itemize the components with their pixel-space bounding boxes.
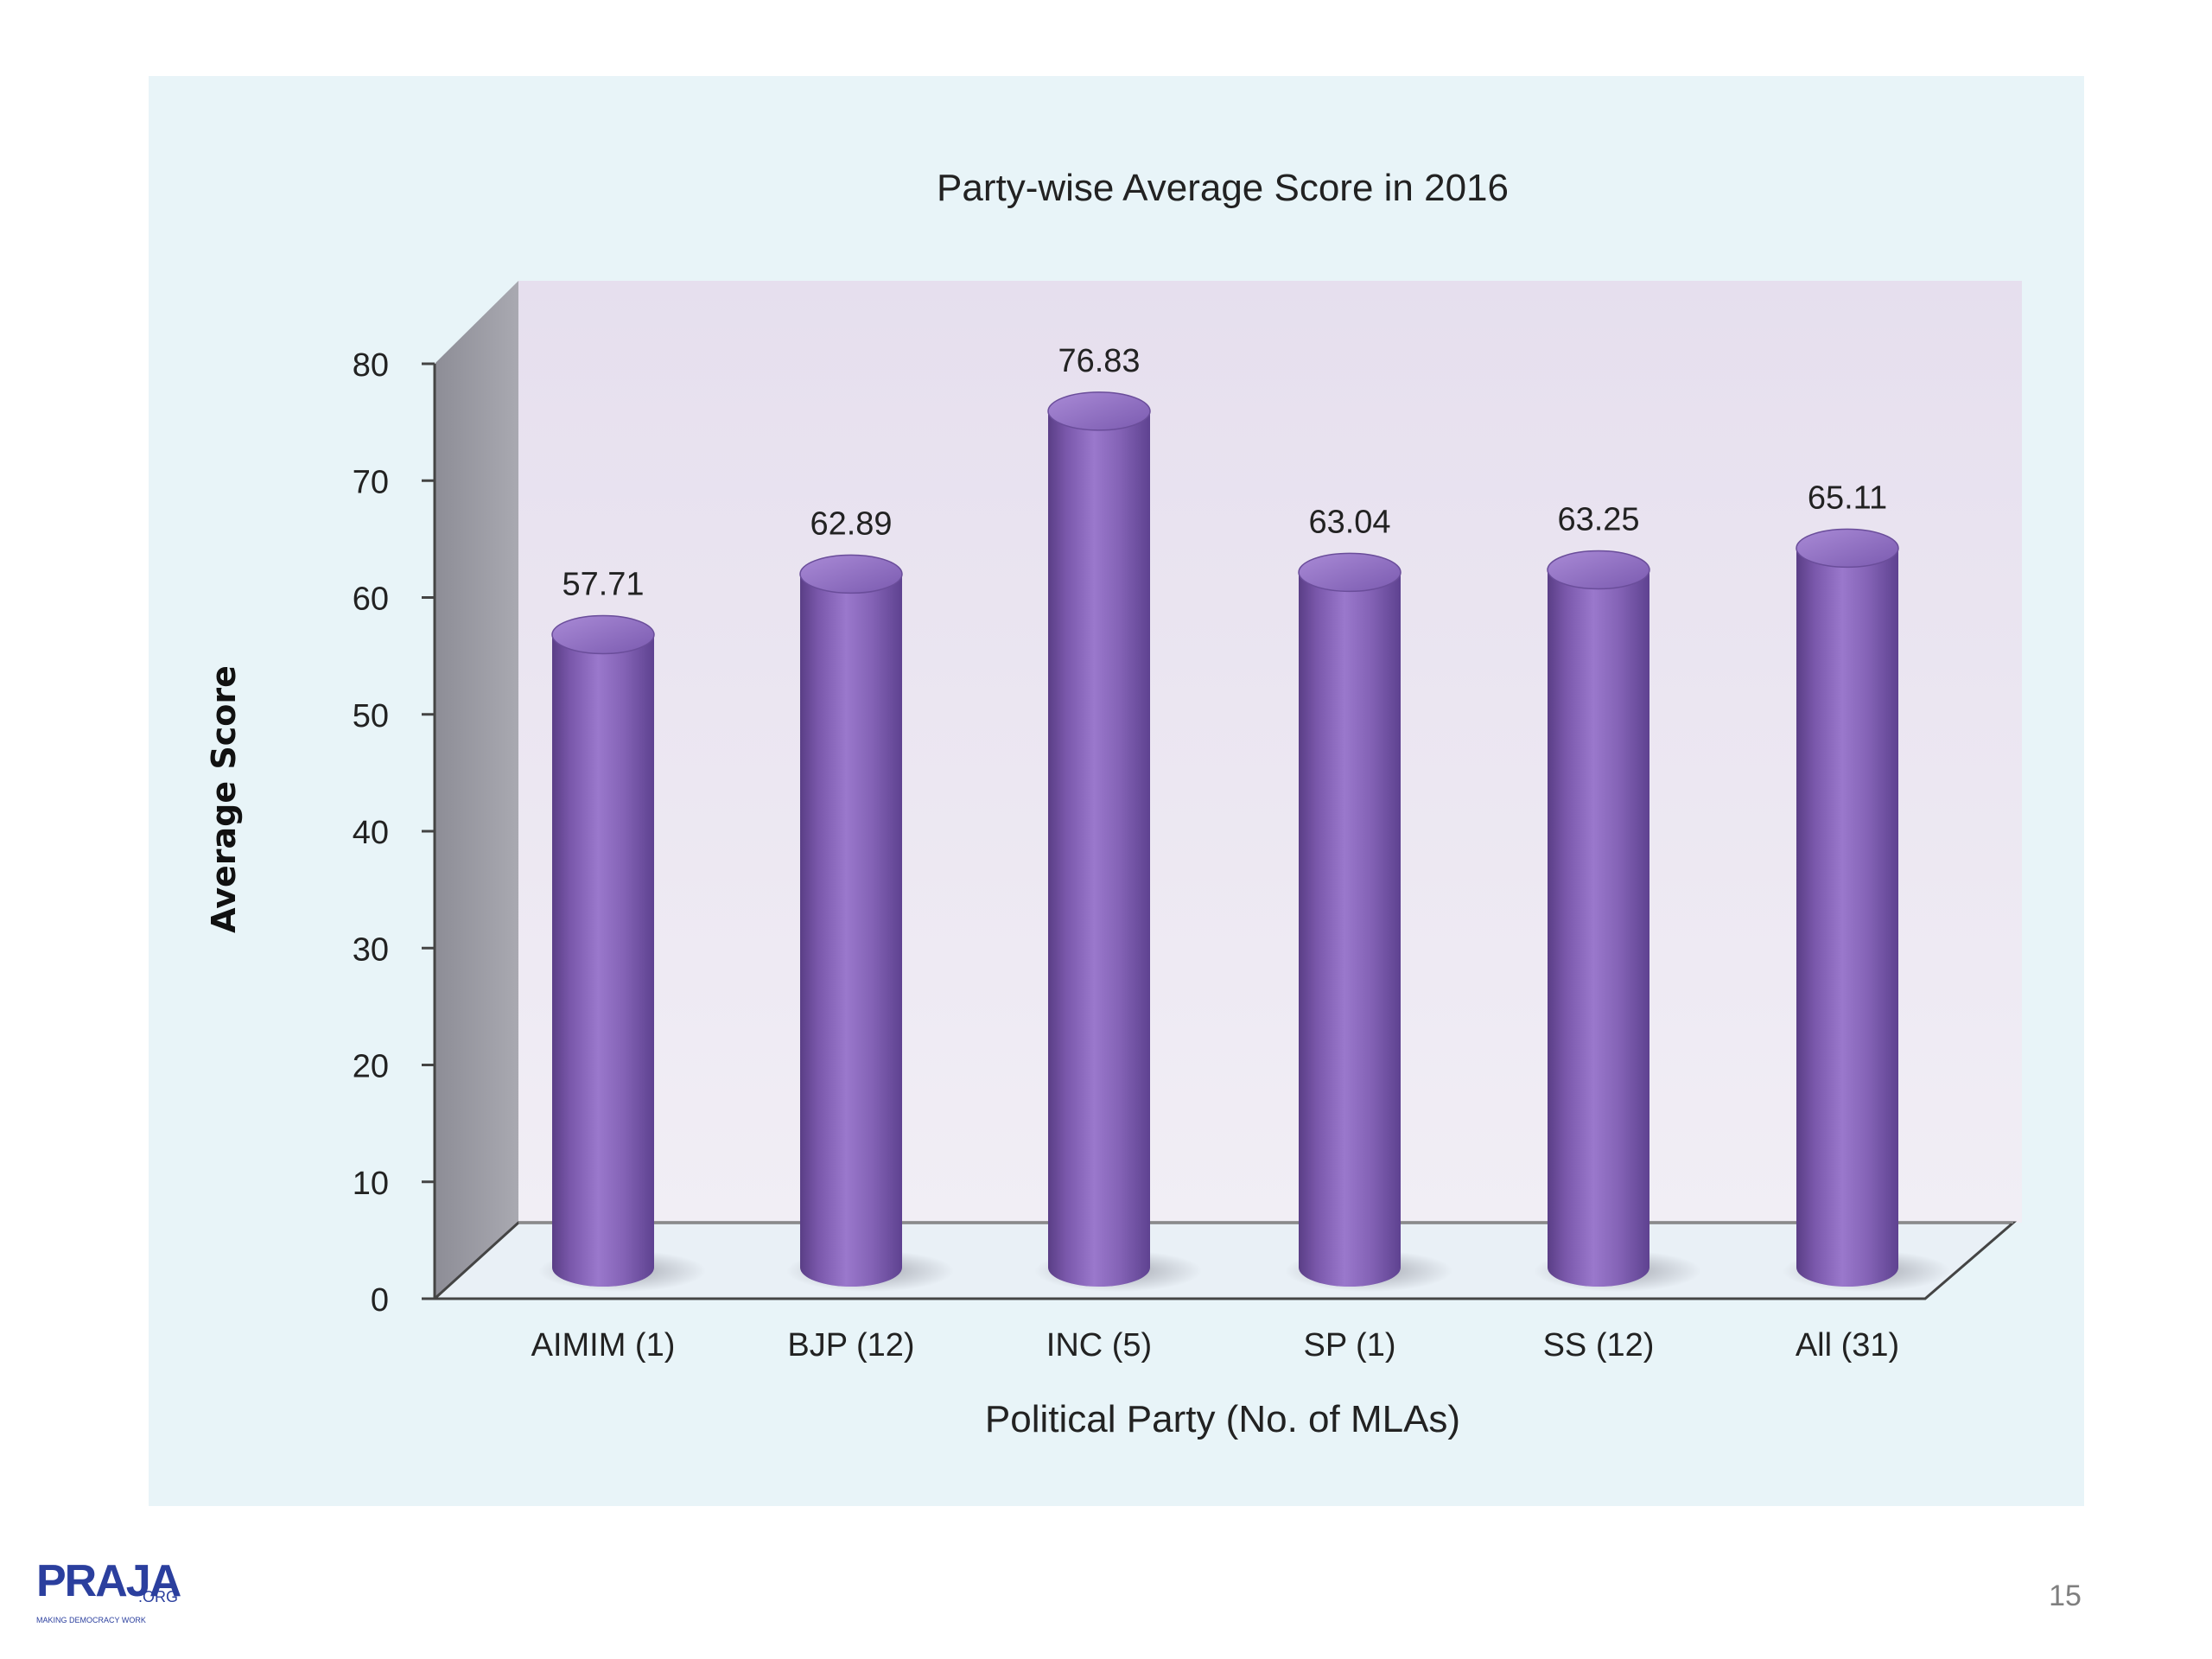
y-tick-label: 50 (353, 698, 389, 734)
bar: 76.83 INC (5) (1034, 343, 1202, 1363)
chart-title: Party-wise Average Score in 2016 (937, 167, 1509, 209)
logo-suffix: .ORG (138, 1588, 179, 1605)
bar-top (1796, 528, 1899, 569)
data-label: 63.25 (1557, 502, 1639, 538)
y-axis-label: Average Score (205, 665, 243, 933)
bar-body (1796, 548, 1898, 1287)
data-label: 76.83 (1058, 343, 1140, 379)
logo-text: PRAJA (36, 1556, 181, 1606)
x-tick-label: SS (12) (1543, 1327, 1655, 1363)
side-wall (435, 281, 518, 1299)
bar-body (1548, 569, 1649, 1287)
bar-body (552, 634, 654, 1287)
data-label: 63.04 (1308, 504, 1390, 540)
data-label: 65.11 (1808, 480, 1887, 516)
bar: 65.11 All (31) (1783, 480, 1950, 1363)
y-tick-label: 30 (353, 931, 389, 968)
bar-top (1298, 552, 1402, 593)
x-tick-label: SP (1) (1303, 1327, 1395, 1363)
x-tick-label: All (31) (1796, 1327, 1899, 1363)
bar-body (800, 574, 902, 1287)
y-tick-label: 10 (353, 1166, 389, 1202)
y-tick-label: 60 (353, 582, 389, 618)
praja-logo: PRAJA .ORG MAKING DEMOCRACY WORK (33, 1555, 197, 1642)
x-tick-label: AIMIM (1) (531, 1327, 676, 1363)
bar-top (1047, 391, 1151, 431)
bar: 63.25 SS (12) (1534, 502, 1701, 1363)
y-tick-label: 0 (371, 1282, 389, 1319)
y-tick-label: 20 (353, 1049, 389, 1085)
bars: 57.71 AIMIM (1) 62.89 BJP (12) 76.83 INC (5) 6… (531, 343, 1950, 1363)
x-tick-label: INC (5) (1046, 1327, 1152, 1363)
bar: 63.04 SP (1) (1285, 504, 1452, 1363)
bar: 62.89 BJP (12) (786, 505, 954, 1363)
x-tick-label: BJP (12) (787, 1327, 914, 1363)
x-axis-label: Political Party (No. of MLAs) (985, 1398, 1460, 1440)
y-axis-ticks: 0 10 20 30 40 50 60 70 80 (353, 347, 435, 1319)
bar-top (551, 614, 655, 655)
y-tick-label: 80 (353, 347, 389, 384)
bar-body (1048, 410, 1150, 1287)
bar-body (1299, 572, 1401, 1287)
logo-tagline: MAKING DEMOCRACY WORK (36, 1616, 146, 1624)
bar-top (1547, 550, 1650, 590)
bar: 57.71 AIMIM (1) (531, 566, 706, 1363)
bar-top (799, 554, 903, 594)
data-label: 62.89 (810, 505, 892, 542)
data-label: 57.71 (562, 566, 644, 602)
page-number: 15 (2049, 1580, 2082, 1612)
y-tick-label: 70 (353, 464, 389, 500)
y-tick-label: 40 (353, 815, 389, 851)
